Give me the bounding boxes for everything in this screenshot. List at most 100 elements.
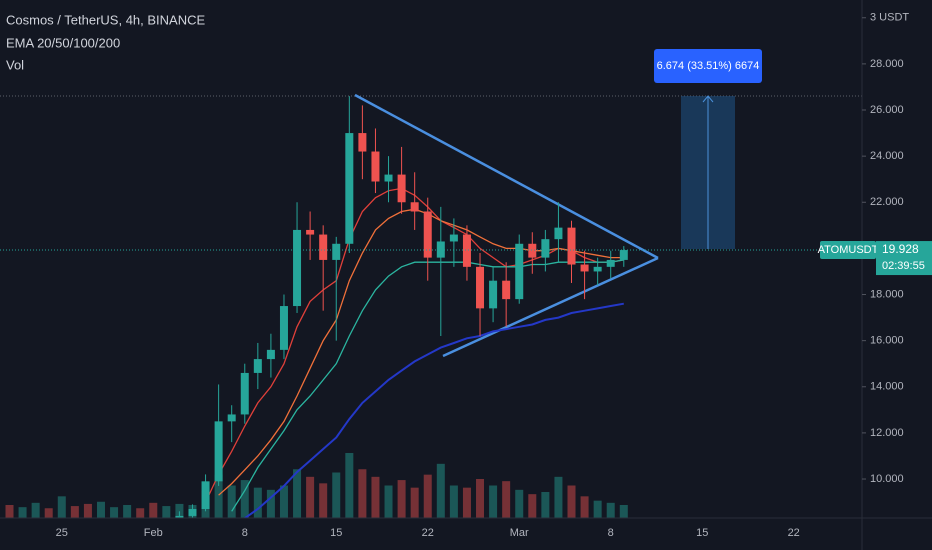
volume-bar [70, 506, 79, 518]
volume-bar [123, 505, 132, 518]
candle-body [384, 174, 393, 182]
volume-bar [489, 485, 498, 518]
annotation: 6.674 (33.51%) 6674 [657, 60, 760, 72]
volume-bar [240, 480, 249, 518]
annotation-box [654, 49, 762, 83]
volume-bar [279, 485, 288, 518]
candle-body [515, 243, 524, 300]
y-tick-label: 14.000 [870, 381, 904, 393]
volume-bar [227, 485, 236, 518]
x-tick-label: 15 [696, 527, 708, 539]
plot-area [0, 93, 862, 518]
candle-body [345, 133, 354, 244]
candle-body [332, 243, 341, 260]
volume-bar [358, 469, 367, 518]
volume-bar [18, 507, 27, 518]
volume-bar [136, 508, 145, 518]
indicator-label: EMA 20/50/100/200 [6, 35, 120, 50]
volume-bar [149, 502, 158, 518]
volume-bar [293, 469, 302, 518]
candle-body [293, 229, 302, 307]
price-box [876, 241, 932, 276]
candle-body [593, 266, 602, 272]
y-tick-label: 22.000 [870, 196, 904, 208]
volume-bar [384, 485, 393, 518]
candle-body [371, 151, 380, 182]
candle-body [606, 259, 615, 267]
candle-body [489, 280, 498, 309]
symbol-box [820, 241, 876, 260]
volume-bar [462, 487, 471, 518]
volume-bar [253, 487, 262, 518]
candle-body [253, 359, 262, 373]
y-tick-label: 16.000 [870, 335, 904, 347]
volume-bar [593, 500, 602, 518]
chart-title: Cosmos / TetherUS, 4h, BINANCE [6, 12, 205, 27]
candle-body [214, 421, 223, 482]
volume-bar [5, 505, 14, 518]
x-tick-label: 22 [422, 527, 434, 539]
candle-body [449, 234, 458, 242]
volume-bar [476, 479, 485, 518]
countdown: 02:39:55 [882, 260, 925, 272]
candle-body [175, 515, 184, 518]
triangle-lower [442, 256, 659, 358]
y-tick-label: 26.000 [870, 104, 904, 116]
volume-bar [502, 481, 511, 518]
volume-bar [319, 483, 328, 518]
y-tick-label: 28.000 [870, 58, 904, 70]
candle-body [541, 239, 550, 258]
candle-body [476, 266, 485, 309]
volume-bar [214, 474, 223, 518]
volume-bar [371, 476, 380, 518]
volume-bar [567, 485, 576, 518]
ema-line [218, 208, 624, 496]
volume-bar [449, 485, 458, 518]
y-tick-label: 24.000 [870, 150, 904, 162]
candle-body [462, 234, 471, 267]
candle-body [436, 241, 445, 258]
y-tick-label: 18.000 [870, 288, 904, 300]
candle-body [201, 481, 210, 510]
candle-body [266, 349, 275, 360]
volume-bar [96, 501, 105, 518]
volume-bar [580, 496, 589, 518]
candle-body [188, 509, 197, 516]
candle-body [528, 243, 537, 258]
volume-bar [528, 494, 537, 518]
candle-body [306, 229, 315, 235]
candle-body [567, 227, 576, 265]
triangle-upper [354, 93, 659, 260]
volume-bar [397, 480, 406, 518]
volume-bar [554, 476, 563, 518]
volume-bar [541, 492, 550, 518]
x-tick-label: Feb [144, 527, 163, 539]
candle-body [227, 414, 236, 422]
candle-body [423, 211, 432, 258]
candle-body [397, 174, 406, 203]
y-tick-label: 10.000 [870, 473, 904, 485]
volume-bar [436, 463, 445, 518]
volume-bar [515, 489, 524, 518]
volume-bar [345, 453, 354, 518]
volume-bar [306, 476, 315, 518]
x-tick-label: 25 [56, 527, 68, 539]
volume-bar [619, 505, 628, 518]
volume-bar [410, 487, 419, 518]
x-tick-label: 8 [242, 527, 248, 539]
x-tick-label: Mar [510, 527, 529, 539]
price-label: 19.928 [882, 242, 919, 256]
y-tick-label: 3 USDT [870, 12, 909, 24]
candle-body [619, 250, 628, 260]
symbol-label: ATOMUSDT [818, 244, 879, 256]
volume-bar [83, 503, 92, 518]
volume-bar [44, 508, 53, 518]
candle-body [580, 264, 589, 272]
volume-bar [423, 474, 432, 518]
x-tick-label: 22 [788, 527, 800, 539]
candle-body [410, 202, 419, 212]
candle-body [358, 133, 367, 152]
